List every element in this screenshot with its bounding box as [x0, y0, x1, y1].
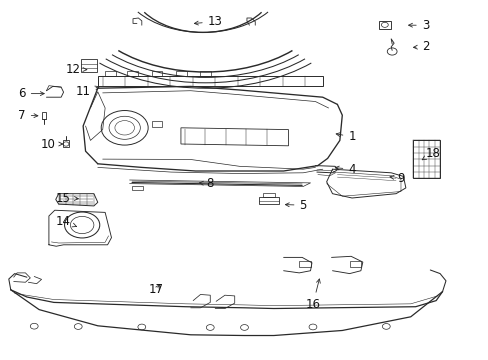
Text: 3: 3 — [408, 19, 428, 32]
Text: 14: 14 — [56, 215, 77, 228]
Text: 13: 13 — [194, 15, 222, 28]
Text: 7: 7 — [18, 109, 38, 122]
Text: 2: 2 — [413, 40, 428, 53]
Text: 16: 16 — [305, 279, 320, 311]
Text: 15: 15 — [56, 192, 78, 204]
Text: 6: 6 — [18, 87, 44, 100]
Text: 18: 18 — [421, 147, 439, 160]
Text: 11: 11 — [76, 85, 99, 98]
Text: 1: 1 — [335, 130, 355, 143]
Text: 5: 5 — [285, 199, 306, 212]
Text: 12: 12 — [66, 63, 87, 76]
Text: 9: 9 — [389, 172, 404, 185]
Text: 8: 8 — [199, 177, 214, 190]
Text: 17: 17 — [149, 283, 163, 296]
Text: 10: 10 — [41, 138, 62, 150]
Text: 4: 4 — [335, 163, 355, 176]
